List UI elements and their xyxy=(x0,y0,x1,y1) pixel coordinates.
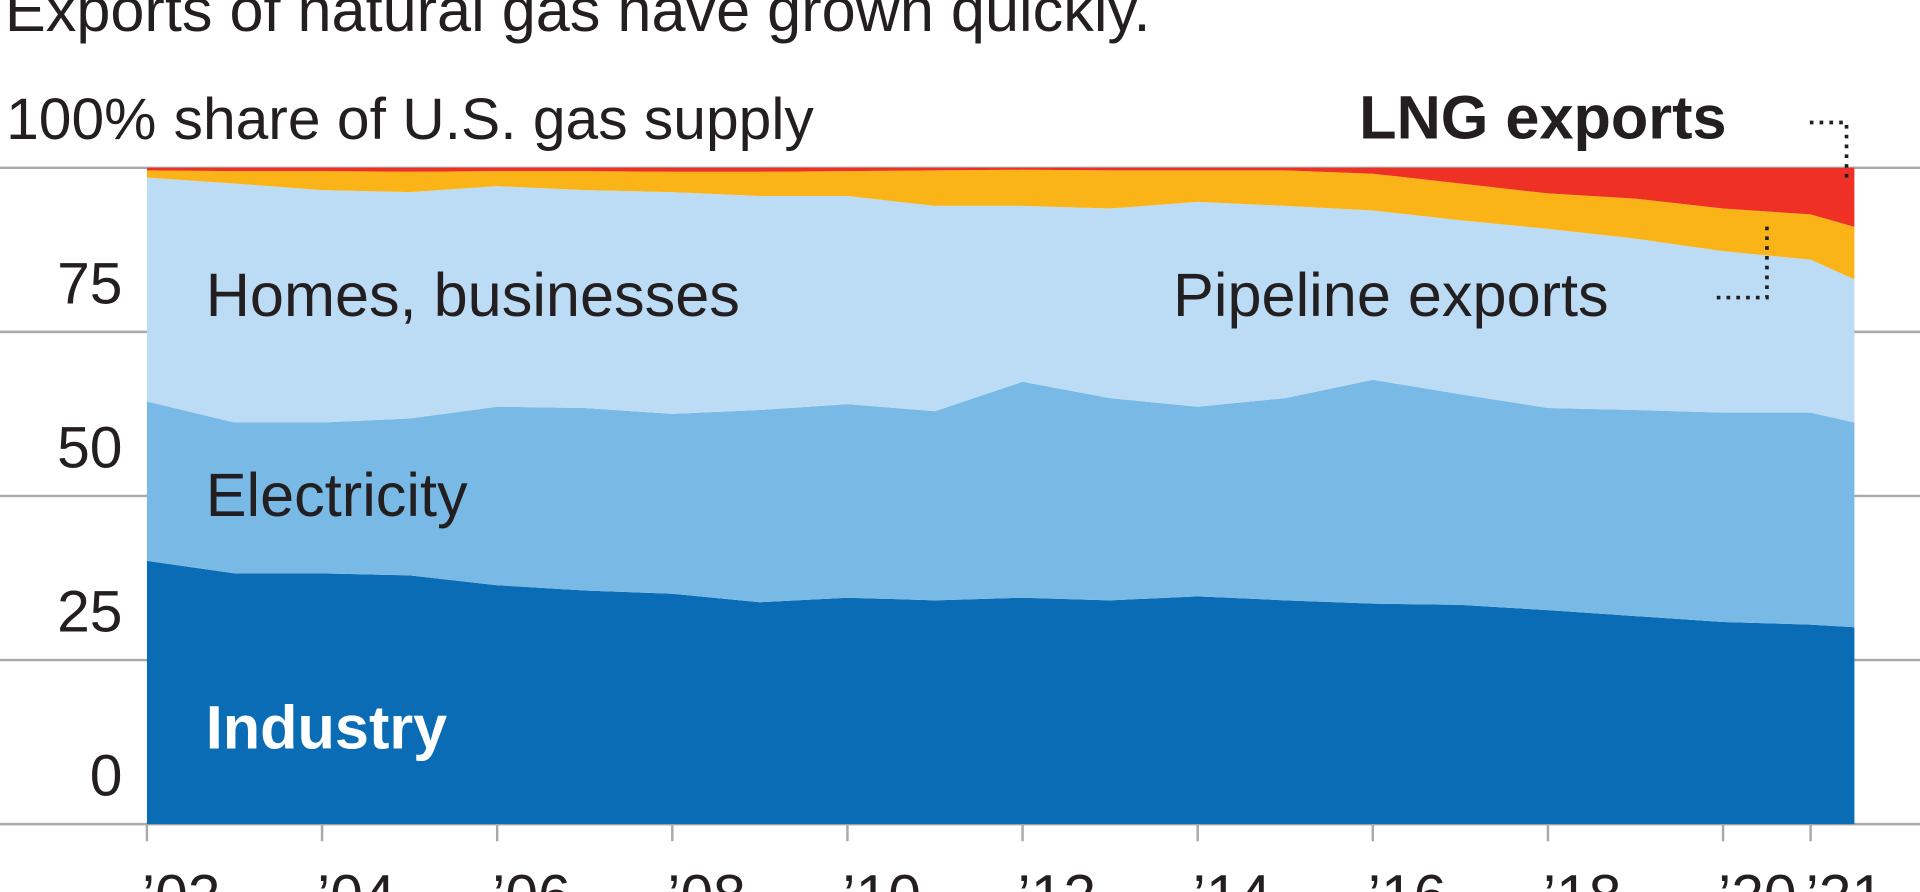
x-tick-label: ’04 xyxy=(317,864,395,892)
x-tick-label: ’14 xyxy=(1193,864,1271,892)
x-tick-label: ’20 xyxy=(1718,864,1796,892)
series-label: Electricity xyxy=(206,461,468,529)
x-tick-label: ’02 xyxy=(142,864,220,892)
lng-leader xyxy=(1809,120,1849,184)
y-tick-label: 25 xyxy=(57,579,122,644)
x-tick-label: ’10 xyxy=(843,864,921,892)
x-tick-label: ’18 xyxy=(1543,864,1621,892)
series-label: Industry xyxy=(206,693,448,761)
series-label: LNG exports xyxy=(1359,84,1726,152)
area xyxy=(146,177,1855,423)
area xyxy=(146,167,1855,227)
series-label: Homes, businesses xyxy=(206,261,740,329)
area xyxy=(146,560,1855,825)
y-tick-label: 50 xyxy=(57,415,122,480)
y-tick-label: 0 xyxy=(90,744,123,809)
x-tick-label: ’21 xyxy=(1806,864,1884,892)
series-label: Pipeline exports xyxy=(1173,261,1609,329)
x-tick-label: ’12 xyxy=(1018,864,1096,892)
y-axis-label: share of U.S. gas supply xyxy=(174,87,815,152)
y-tick-label: 75 xyxy=(57,251,122,316)
area xyxy=(146,169,1855,280)
chart-title: Exports of natural gas have grown quickl… xyxy=(5,0,1151,44)
y-tick-label: 100% xyxy=(6,87,156,152)
x-tick-label: ’16 xyxy=(1368,864,1446,892)
area xyxy=(146,379,1855,628)
x-tick-label: ’08 xyxy=(667,864,745,892)
x-tick-label: ’06 xyxy=(492,864,570,892)
pipeline-leader xyxy=(1716,226,1769,300)
